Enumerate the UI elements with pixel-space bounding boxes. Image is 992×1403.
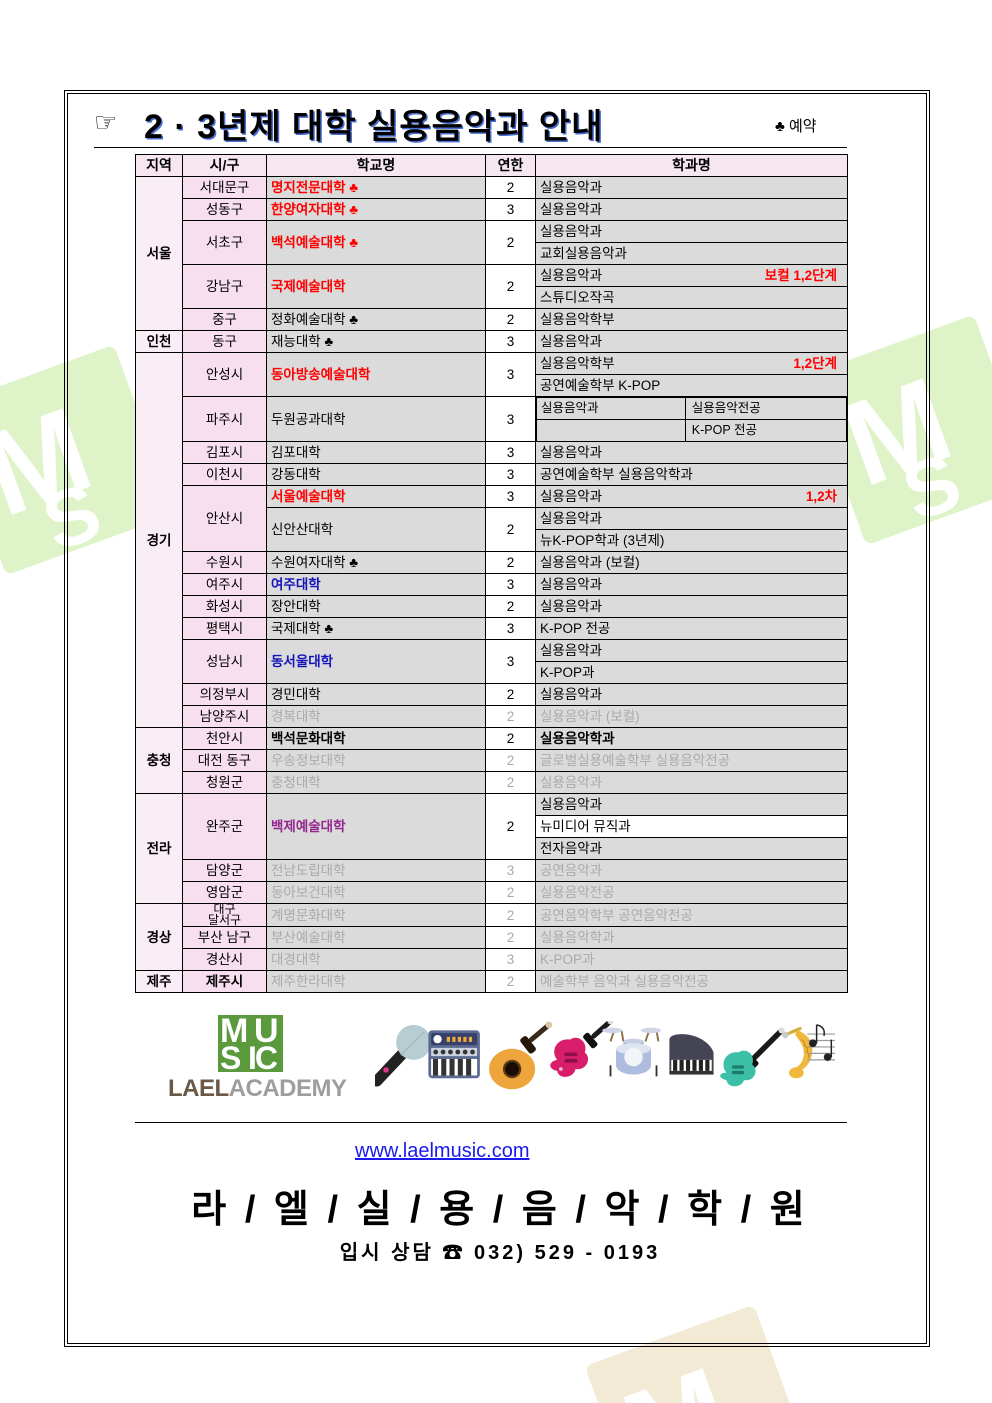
svg-text:M: M — [607, 1342, 747, 1403]
